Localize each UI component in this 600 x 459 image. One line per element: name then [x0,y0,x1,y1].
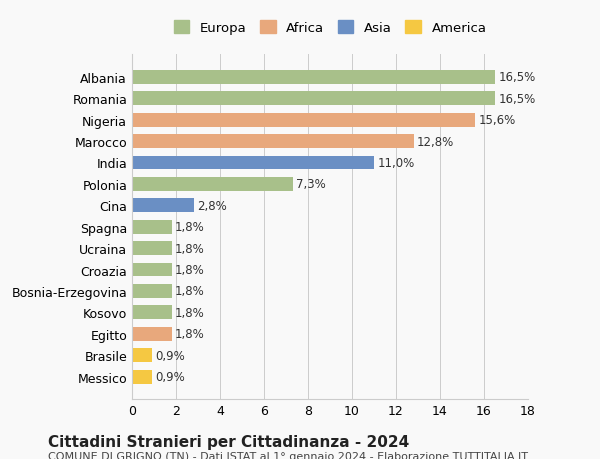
Bar [132,92,495,106]
Text: 1,8%: 1,8% [175,263,205,276]
Text: 16,5%: 16,5% [498,93,536,106]
Bar [132,327,172,341]
Text: 1,8%: 1,8% [175,242,205,255]
Bar [132,284,172,298]
Bar [132,156,374,170]
Text: 1,8%: 1,8% [175,285,205,298]
Bar [132,241,172,256]
Text: 7,3%: 7,3% [296,178,326,191]
Bar [132,263,172,277]
Text: 12,8%: 12,8% [417,135,454,148]
Text: 1,8%: 1,8% [175,306,205,319]
Text: 1,8%: 1,8% [175,328,205,341]
Text: 11,0%: 11,0% [377,157,415,170]
Text: COMUNE DI GRIGNO (TN) - Dati ISTAT al 1° gennaio 2024 - Elaborazione TUTTITALIA.: COMUNE DI GRIGNO (TN) - Dati ISTAT al 1°… [48,451,528,459]
Bar [132,178,293,191]
Text: 0,9%: 0,9% [155,370,185,383]
Bar [132,220,172,234]
Bar [132,135,413,149]
Bar [132,370,152,384]
Bar [132,306,172,319]
Text: 15,6%: 15,6% [479,114,516,127]
Text: 0,9%: 0,9% [155,349,185,362]
Bar [132,199,194,213]
Bar [132,71,495,84]
Text: Cittadini Stranieri per Cittadinanza - 2024: Cittadini Stranieri per Cittadinanza - 2… [48,434,409,449]
Legend: Europa, Africa, Asia, America: Europa, Africa, Asia, America [170,17,490,39]
Text: 2,8%: 2,8% [197,199,227,213]
Bar [132,113,475,127]
Text: 1,8%: 1,8% [175,221,205,234]
Text: 16,5%: 16,5% [498,71,536,84]
Bar [132,348,152,362]
